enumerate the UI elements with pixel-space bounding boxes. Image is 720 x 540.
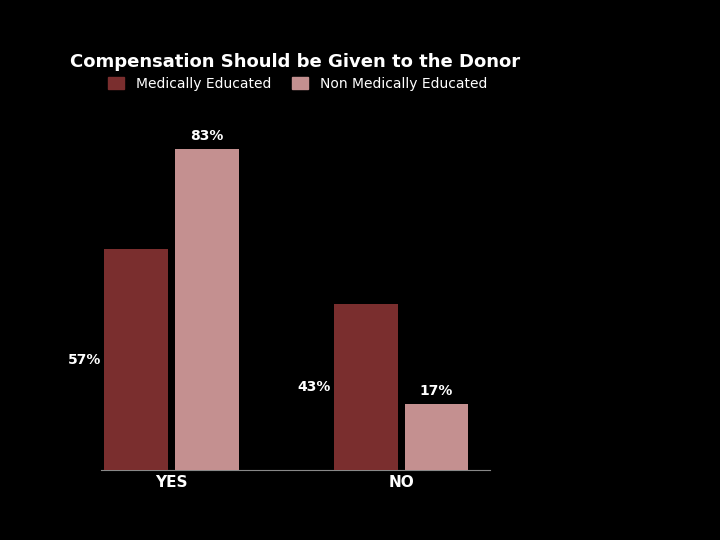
Legend: Medically Educated, Non Medically Educated: Medically Educated, Non Medically Educat… [108, 77, 487, 91]
Text: 43%: 43% [297, 380, 330, 394]
Bar [405, 404, 469, 470]
Text: 83%: 83% [190, 129, 223, 143]
Text: Compensation Should be Given to the Donor: Compensation Should be Given to the Dono… [70, 53, 521, 71]
Text: 57%: 57% [68, 353, 101, 367]
Bar [104, 249, 168, 470]
Text: Donate Blood: Donate Blood [25, 154, 54, 386]
Bar [334, 303, 397, 470]
Bar [175, 149, 238, 470]
Text: 17%: 17% [420, 384, 454, 399]
